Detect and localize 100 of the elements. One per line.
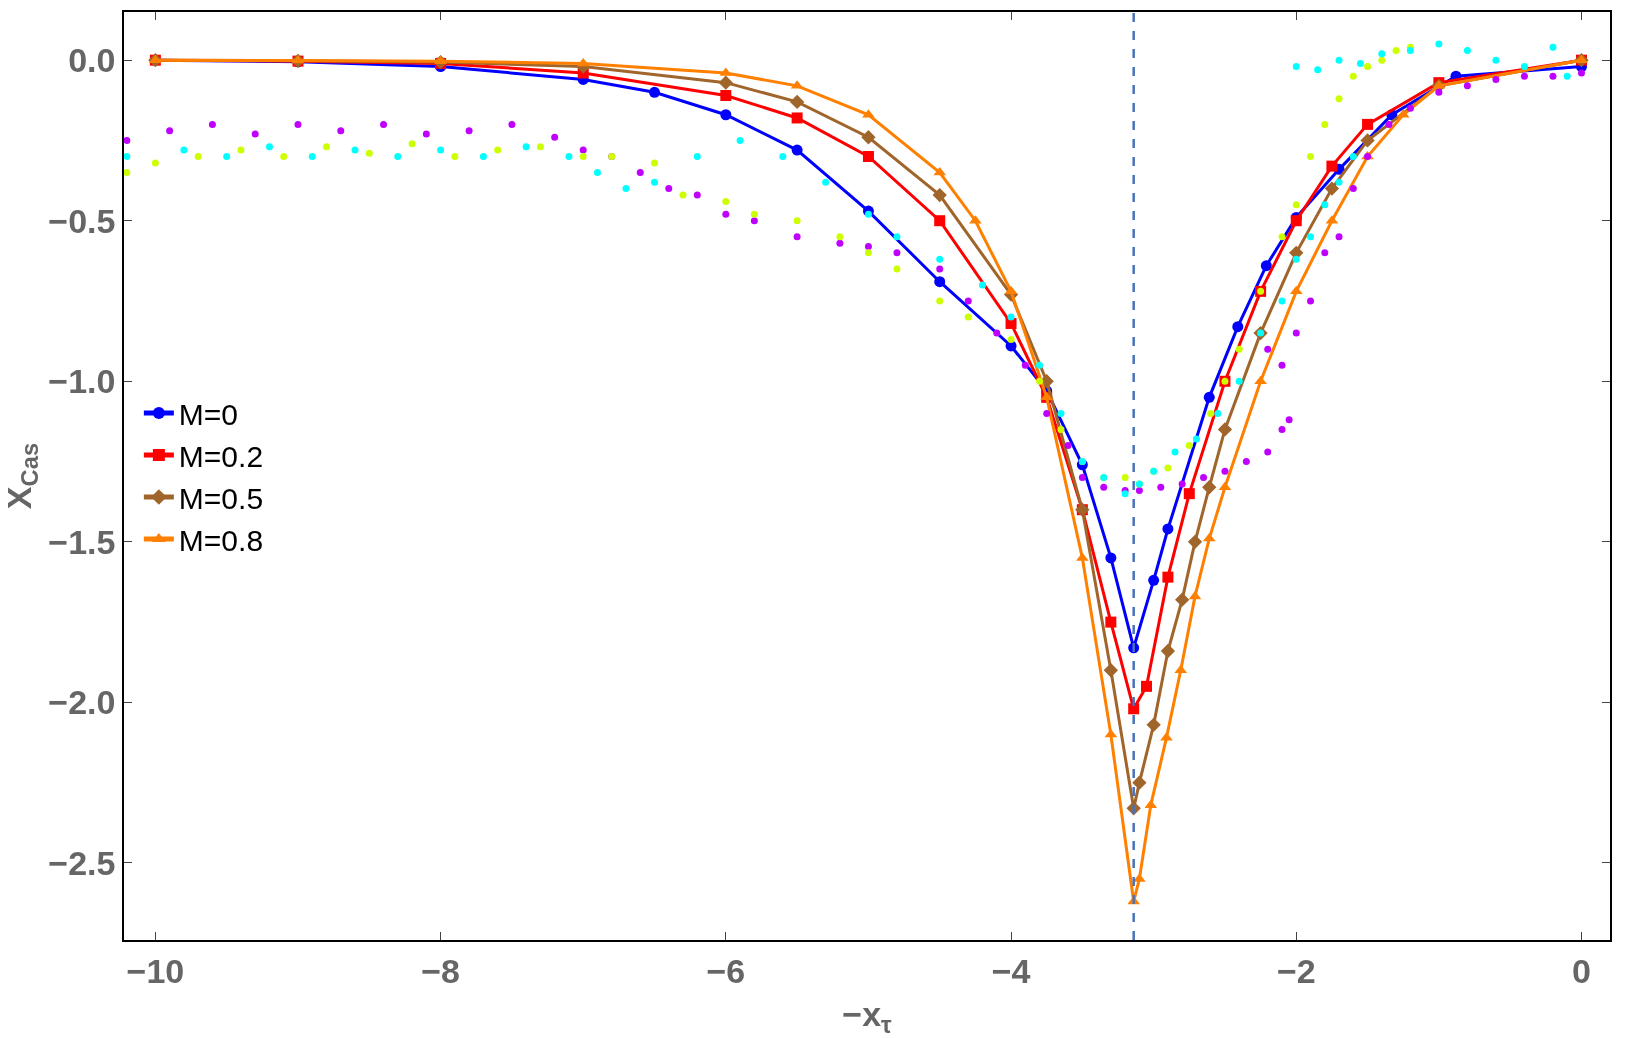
y-tick-label: −2.5 — [48, 843, 116, 882]
point — [861, 130, 876, 145]
point — [622, 185, 630, 193]
point — [1057, 409, 1065, 417]
point — [1135, 486, 1143, 494]
point — [166, 127, 174, 135]
point — [208, 120, 216, 128]
point — [791, 112, 803, 124]
point — [1292, 201, 1300, 209]
point — [522, 143, 530, 151]
point — [308, 153, 316, 160]
legend-label: M=0.2 — [178, 439, 264, 473]
point — [265, 143, 273, 151]
point — [1292, 329, 1300, 337]
point — [1335, 233, 1343, 241]
point — [479, 153, 487, 160]
point — [1005, 317, 1017, 329]
point — [1378, 56, 1386, 64]
point — [124, 136, 131, 144]
point — [1264, 345, 1272, 353]
point — [1307, 297, 1315, 305]
point — [1148, 574, 1160, 586]
point — [893, 265, 901, 273]
point — [1307, 153, 1315, 160]
point — [1007, 313, 1015, 321]
point — [1378, 50, 1386, 58]
point — [1364, 63, 1372, 71]
point — [351, 146, 359, 154]
point — [893, 249, 901, 257]
point — [679, 191, 687, 199]
point — [1036, 377, 1044, 385]
point — [408, 140, 416, 148]
point — [437, 146, 445, 154]
point — [1100, 483, 1108, 491]
point — [1520, 72, 1528, 80]
point — [1435, 88, 1443, 96]
point — [1146, 717, 1161, 733]
x-tick-label: −4 — [991, 951, 1031, 990]
point — [1321, 120, 1329, 128]
point — [1164, 464, 1172, 472]
point — [465, 127, 473, 135]
point — [1174, 664, 1188, 674]
point — [1235, 377, 1243, 385]
point — [750, 210, 758, 218]
point — [1549, 72, 1557, 80]
point — [1004, 285, 1018, 295]
point — [1356, 59, 1364, 67]
point — [720, 89, 732, 101]
point — [1207, 409, 1215, 417]
point — [1132, 775, 1147, 790]
y-tick-label: −0.5 — [48, 201, 116, 240]
point — [1187, 534, 1203, 549]
x-tick-label: 0 — [1572, 951, 1591, 990]
point — [864, 210, 872, 218]
point — [576, 57, 590, 67]
point — [593, 169, 601, 177]
point — [1492, 75, 1500, 83]
point — [649, 86, 661, 98]
point — [1160, 643, 1176, 659]
point — [1185, 441, 1193, 449]
point — [720, 109, 732, 121]
point — [964, 313, 972, 321]
point — [864, 249, 872, 257]
point — [180, 146, 188, 154]
point — [451, 153, 459, 160]
point — [636, 169, 644, 177]
point — [251, 130, 259, 138]
point — [579, 153, 587, 160]
y-tick-label: 0.0 — [68, 41, 116, 80]
point — [1203, 391, 1215, 403]
point — [1105, 616, 1117, 628]
y-tick-label: −1.0 — [48, 362, 116, 401]
point — [979, 281, 987, 289]
point — [1104, 728, 1118, 738]
point — [1157, 483, 1165, 491]
point — [1141, 680, 1153, 692]
point — [791, 144, 803, 156]
point — [779, 153, 787, 160]
point — [1360, 133, 1375, 148]
point — [1307, 233, 1315, 241]
point — [964, 297, 972, 305]
point — [893, 233, 901, 241]
point — [1463, 47, 1471, 55]
point — [789, 94, 805, 110]
point — [651, 159, 659, 167]
point — [1057, 425, 1065, 433]
y-tick-label: −2.0 — [48, 683, 116, 722]
point — [1162, 571, 1174, 583]
point — [936, 255, 944, 263]
point — [565, 153, 573, 160]
point — [1192, 435, 1200, 443]
point — [1385, 120, 1393, 128]
point — [1335, 178, 1343, 186]
point — [1335, 95, 1343, 103]
point — [1260, 260, 1272, 272]
point — [1314, 66, 1322, 74]
point — [1235, 345, 1243, 353]
point — [1103, 663, 1119, 678]
point — [1463, 82, 1471, 90]
point — [294, 120, 302, 128]
